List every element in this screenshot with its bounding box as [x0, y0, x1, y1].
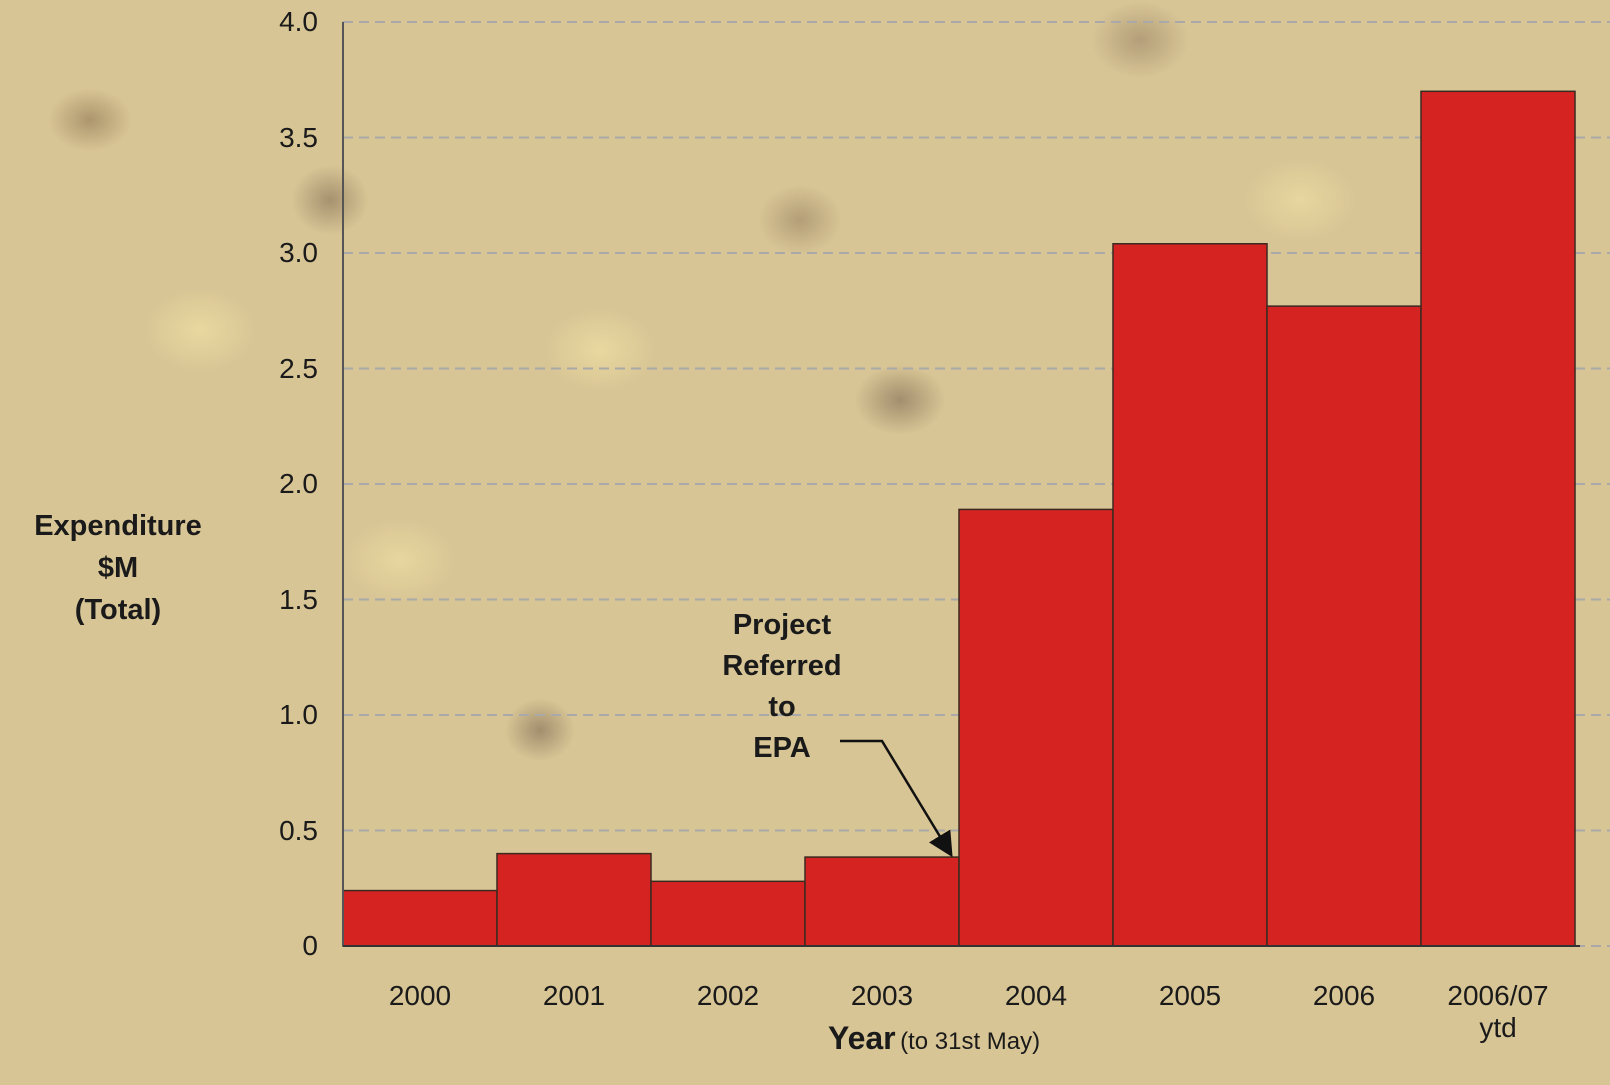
x-axis-label: Year	[828, 1020, 896, 1056]
y-tick-label: 3.0	[238, 237, 318, 269]
bar	[1421, 91, 1575, 946]
y-tick-label: 3.5	[238, 122, 318, 154]
bar	[1113, 244, 1267, 946]
y-tick-label: 1.0	[238, 699, 318, 731]
bar	[651, 881, 805, 946]
annotation: Project Referred to EPA	[690, 605, 874, 769]
x-tick-label: 2005	[1113, 980, 1267, 1012]
y-tick-label: 1.5	[238, 584, 318, 616]
x-tick-label: 2006	[1267, 980, 1421, 1012]
page: {"chart_data": {"type": "bar", "y_label"…	[0, 0, 1610, 1085]
x-tick-label: 2000	[343, 980, 497, 1012]
y-tick-label: 2.5	[238, 353, 318, 385]
y-tick-label: 2.0	[238, 468, 318, 500]
bar	[959, 509, 1113, 946]
bar	[805, 857, 959, 946]
x-tick-label: 2002	[651, 980, 805, 1012]
x-tick-label: 2004	[959, 980, 1113, 1012]
x-axis-title: Year (to 31st May)	[828, 1020, 1040, 1057]
bar	[1267, 306, 1421, 946]
x-tick-label: 2003	[805, 980, 959, 1012]
chart	[0, 0, 1610, 1085]
y-axis-label: Expenditure $M (Total)	[0, 505, 236, 631]
bar	[497, 854, 651, 946]
x-axis-note: (to 31st May)	[900, 1028, 1040, 1055]
bar	[343, 891, 497, 946]
x-tick-label: 2001	[497, 980, 651, 1012]
y-tick-label: 4.0	[238, 6, 318, 38]
y-tick-label: 0	[238, 930, 318, 962]
y-tick-label: 0.5	[238, 815, 318, 847]
x-tick-label: 2006/07 ytd	[1421, 980, 1575, 1044]
